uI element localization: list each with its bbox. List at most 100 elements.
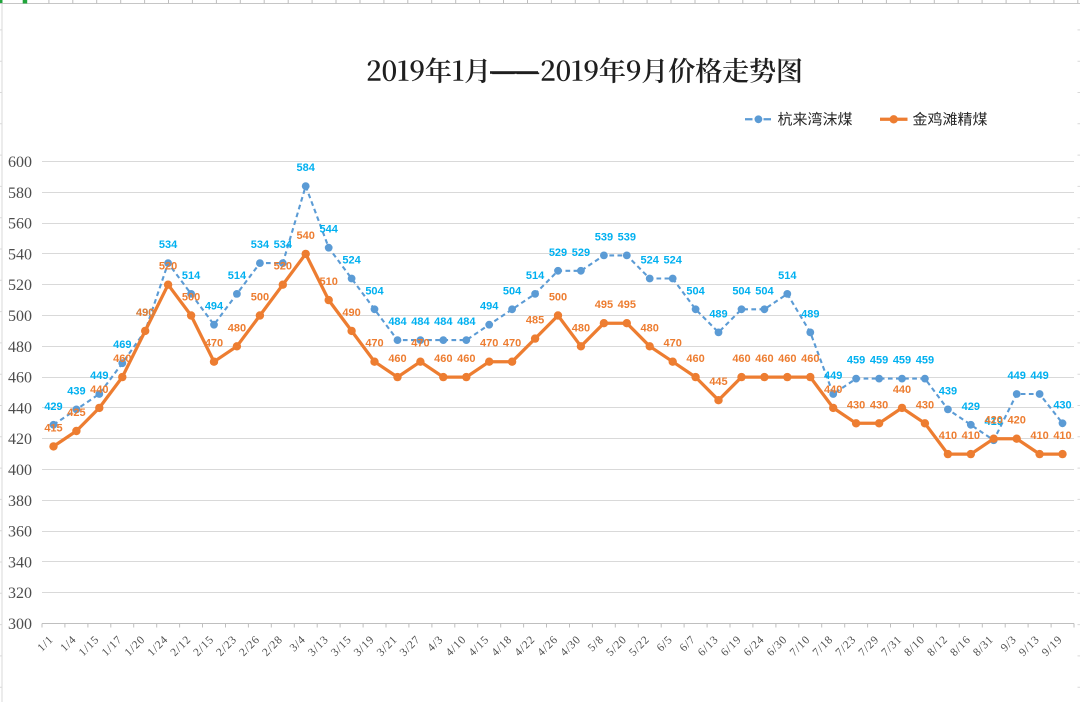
svg-text:584: 584 [297, 162, 316, 174]
svg-text:460: 460 [8, 370, 32, 387]
svg-text:470: 470 [480, 338, 498, 350]
svg-text:524: 524 [342, 255, 361, 267]
svg-text:420: 420 [985, 415, 1003, 427]
svg-text:534: 534 [274, 239, 293, 251]
svg-text:560: 560 [8, 216, 32, 233]
svg-text:504: 504 [503, 285, 522, 297]
svg-text:520: 520 [8, 277, 32, 294]
svg-text:459: 459 [893, 355, 911, 367]
svg-text:520: 520 [274, 261, 292, 273]
svg-text:449: 449 [824, 370, 842, 382]
svg-text:459: 459 [870, 355, 888, 367]
svg-text:514: 514 [228, 270, 247, 282]
svg-text:489: 489 [801, 308, 819, 320]
svg-text:460: 460 [457, 353, 475, 365]
svg-text:580: 580 [8, 185, 32, 202]
svg-text:449: 449 [90, 370, 108, 382]
svg-text:539: 539 [595, 231, 613, 243]
svg-text:460: 460 [755, 353, 773, 365]
svg-text:480: 480 [641, 322, 659, 334]
svg-text:534: 534 [159, 239, 178, 251]
svg-text:470: 470 [411, 338, 429, 350]
svg-text:460: 460 [113, 353, 131, 365]
svg-text:460: 460 [801, 353, 819, 365]
svg-text:494: 494 [480, 301, 499, 313]
svg-text:524: 524 [664, 255, 683, 267]
svg-text:429: 429 [44, 401, 62, 413]
svg-text:489: 489 [709, 308, 727, 320]
svg-text:540: 540 [297, 230, 315, 242]
svg-text:504: 504 [365, 285, 384, 297]
svg-text:514: 514 [526, 270, 545, 282]
svg-text:500: 500 [8, 308, 32, 325]
svg-text:500: 500 [182, 292, 200, 304]
svg-text:460: 460 [732, 353, 750, 365]
svg-text:459: 459 [847, 355, 865, 367]
svg-text:484: 484 [388, 316, 407, 328]
svg-text:440: 440 [8, 400, 32, 417]
svg-text:429: 429 [962, 401, 980, 413]
svg-text:459: 459 [916, 355, 934, 367]
svg-text:534: 534 [251, 239, 270, 251]
svg-text:300: 300 [8, 616, 32, 633]
svg-text:439: 439 [939, 385, 957, 397]
svg-text:540: 540 [8, 246, 32, 263]
svg-text:460: 460 [388, 353, 406, 365]
svg-text:504: 504 [732, 285, 751, 297]
svg-text:510: 510 [320, 276, 338, 288]
svg-text:484: 484 [411, 316, 430, 328]
svg-text:480: 480 [572, 322, 590, 334]
svg-text:470: 470 [205, 338, 223, 350]
svg-text:410: 410 [962, 430, 980, 442]
svg-text:460: 460 [778, 353, 796, 365]
svg-text:430: 430 [847, 399, 865, 411]
svg-text:504: 504 [686, 285, 705, 297]
svg-text:520: 520 [159, 261, 177, 273]
svg-text:440: 440 [893, 384, 911, 396]
svg-text:514: 514 [778, 270, 797, 282]
svg-text:425: 425 [67, 407, 85, 419]
svg-text:410: 410 [1030, 430, 1048, 442]
svg-text:449: 449 [1008, 370, 1026, 382]
svg-text:490: 490 [342, 307, 360, 319]
svg-text:490: 490 [136, 307, 154, 319]
svg-text:460: 460 [686, 353, 704, 365]
svg-text:445: 445 [709, 376, 727, 388]
svg-text:500: 500 [251, 292, 269, 304]
svg-text:514: 514 [182, 270, 201, 282]
svg-text:440: 440 [90, 384, 108, 396]
svg-text:400: 400 [8, 462, 32, 479]
svg-text:524: 524 [641, 255, 660, 267]
svg-text:430: 430 [1053, 399, 1071, 411]
svg-text:340: 340 [8, 554, 32, 571]
svg-text:490: 490 [136, 307, 154, 319]
svg-text:415: 415 [44, 422, 62, 434]
svg-text:529: 529 [549, 247, 567, 259]
svg-text:420: 420 [1008, 415, 1026, 427]
svg-text:320: 320 [8, 585, 32, 602]
svg-text:480: 480 [228, 322, 246, 334]
svg-text:480: 480 [8, 339, 32, 356]
svg-text:529: 529 [572, 247, 590, 259]
svg-text:600: 600 [8, 154, 32, 171]
svg-text:495: 495 [618, 299, 636, 311]
svg-text:484: 484 [457, 316, 476, 328]
svg-text:419: 419 [985, 416, 1003, 428]
svg-text:440: 440 [824, 384, 842, 396]
svg-text:494: 494 [205, 301, 224, 313]
svg-text:449: 449 [1030, 370, 1048, 382]
svg-text:485: 485 [526, 315, 544, 327]
svg-text:470: 470 [503, 338, 521, 350]
svg-text:544: 544 [320, 224, 339, 236]
svg-text:504: 504 [755, 285, 774, 297]
svg-text:495: 495 [595, 299, 613, 311]
svg-text:430: 430 [916, 399, 934, 411]
svg-text:410: 410 [1053, 430, 1071, 442]
svg-text:500: 500 [549, 292, 567, 304]
svg-text:460: 460 [434, 353, 452, 365]
svg-text:439: 439 [67, 385, 85, 397]
svg-text:360: 360 [8, 524, 32, 541]
svg-text:469: 469 [113, 339, 131, 351]
svg-text:430: 430 [870, 399, 888, 411]
svg-text:380: 380 [8, 493, 32, 510]
